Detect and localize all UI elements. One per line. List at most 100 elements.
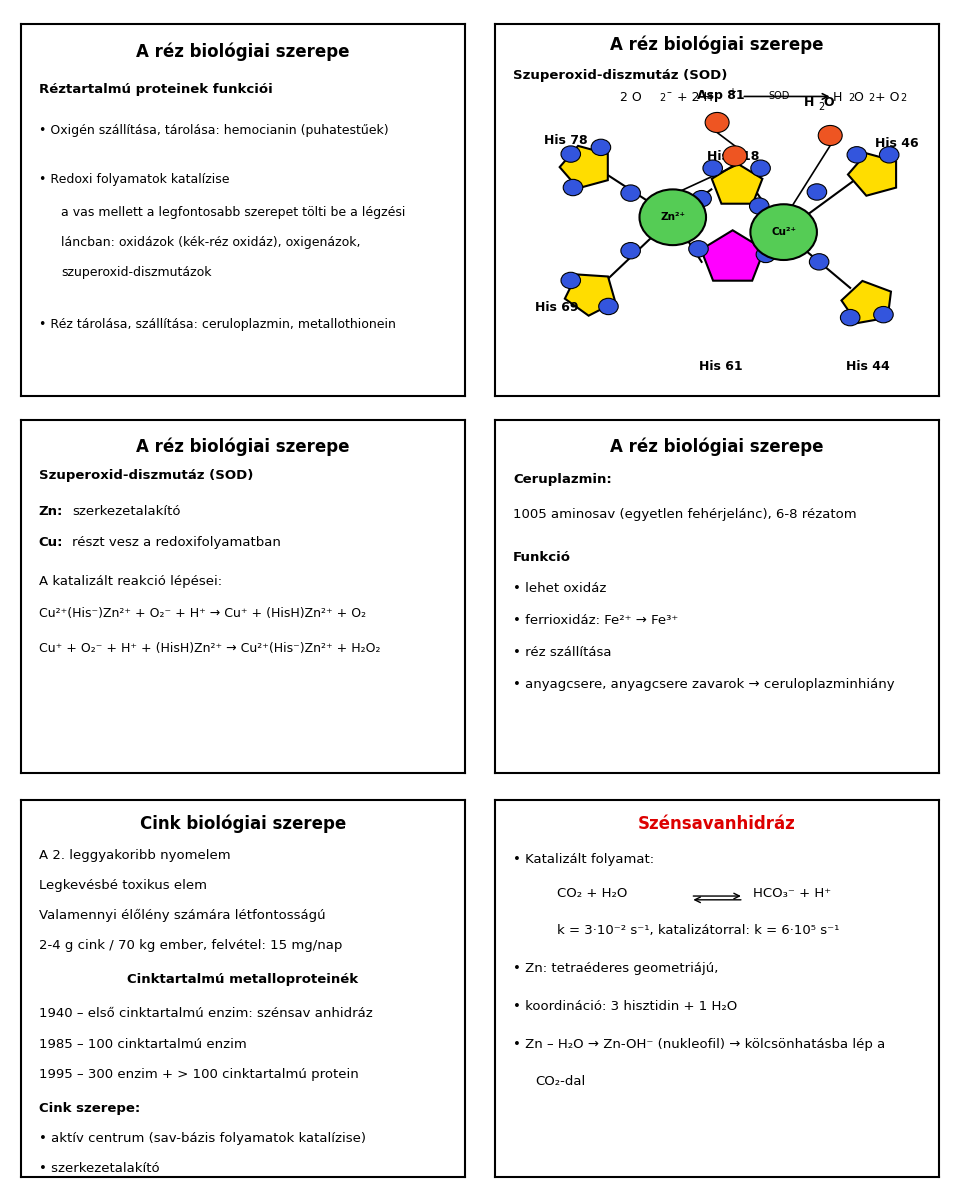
Text: CO₂-dal: CO₂-dal	[536, 1076, 586, 1089]
Text: 2-4 g cink / 70 kg ember, felvétel: 15 mg/nap: 2-4 g cink / 70 kg ember, felvétel: 15 m…	[38, 940, 342, 952]
Circle shape	[751, 204, 817, 260]
Text: • Katalizált folyamat:: • Katalizált folyamat:	[513, 852, 654, 866]
Circle shape	[874, 307, 893, 323]
Circle shape	[751, 159, 770, 176]
Circle shape	[756, 246, 776, 263]
Text: szuperoxid-diszmutázok: szuperoxid-diszmutázok	[61, 266, 211, 278]
Text: Szuperoxid-diszmutáz (SOD): Szuperoxid-diszmutáz (SOD)	[513, 68, 728, 82]
Text: Cu²⁺(His⁻)Zn²⁺ + O₂⁻ + H⁺ → Cu⁺ + (HisH)Zn²⁺ + O₂: Cu²⁺(His⁻)Zn²⁺ + O₂⁻ + H⁺ → Cu⁺ + (HisH)…	[38, 607, 366, 620]
Text: • koordináció: 3 hisztidin + 1 H₂O: • koordináció: 3 hisztidin + 1 H₂O	[513, 1000, 737, 1013]
Text: Cinktartalmú metalloproteinék: Cinktartalmú metalloproteinék	[128, 974, 358, 987]
Polygon shape	[560, 146, 608, 188]
Text: 2: 2	[660, 92, 665, 103]
Text: • Oxigén szállítása, tárolása: hemocianin (puhatestűek): • Oxigén szállítása, tárolása: hemociani…	[38, 125, 389, 138]
Text: O: O	[853, 91, 864, 104]
Circle shape	[750, 198, 769, 215]
Circle shape	[561, 272, 581, 289]
Text: 1995 – 300 enzim + > 100 cinktartalmú protein: 1995 – 300 enzim + > 100 cinktartalmú pr…	[38, 1068, 359, 1080]
Text: • lehet oxidáz: • lehet oxidáz	[513, 583, 607, 596]
Text: Legkevésbé toxikus elem: Legkevésbé toxikus elem	[38, 879, 206, 892]
Circle shape	[840, 309, 860, 326]
Text: 2: 2	[900, 92, 906, 103]
Text: A 2. leggyakoribb nyomelem: A 2. leggyakoribb nyomelem	[38, 849, 230, 862]
Text: A katalizált reakció lépései:: A katalizált reakció lépései:	[38, 576, 222, 589]
Text: • Redoxi folyamatok katalízise: • Redoxi folyamatok katalízise	[38, 173, 229, 186]
Text: –: –	[666, 88, 671, 97]
Text: His 78: His 78	[544, 133, 588, 146]
Circle shape	[723, 146, 747, 165]
Text: • Réz tárolása, szállítása: ceruloplazmin, metallothionein: • Réz tárolása, szállítása: ceruloplazmi…	[38, 318, 396, 331]
Text: A réz biológiai szerepe: A réz biológiai szerepe	[136, 438, 349, 456]
Polygon shape	[842, 281, 891, 323]
Text: Asp 81: Asp 81	[697, 89, 745, 102]
Text: H: H	[804, 96, 814, 109]
Text: Cu⁺ + O₂⁻ + H⁺ + (HisH)Zn²⁺ → Cu²⁺(His⁻)Zn²⁺ + H₂O₂: Cu⁺ + O₂⁻ + H⁺ + (HisH)Zn²⁺ → Cu²⁺(His⁻)…	[38, 643, 380, 656]
Text: Réztartalmú proteinek funkciói: Réztartalmú proteinek funkciói	[38, 84, 273, 96]
Circle shape	[818, 126, 842, 145]
Text: A réz biológiai szerepe: A réz biológiai szerepe	[611, 35, 824, 54]
Text: +: +	[729, 88, 736, 97]
Text: Cu:: Cu:	[38, 536, 63, 549]
Text: CO₂ + H₂O: CO₂ + H₂O	[558, 886, 628, 899]
Text: Szuperoxid-diszmutáz (SOD): Szuperoxid-diszmutáz (SOD)	[38, 469, 253, 482]
Circle shape	[621, 185, 640, 201]
Text: 2: 2	[818, 102, 825, 113]
Text: • ferrioxidáz: Fe²⁺ → Fe³⁺: • ferrioxidáz: Fe²⁺ → Fe³⁺	[513, 614, 679, 627]
Text: HCO₃⁻ + H⁺: HCO₃⁻ + H⁺	[753, 886, 830, 899]
Circle shape	[564, 180, 583, 195]
Text: • Zn – H₂O → Zn-OH⁻ (nukleofil) → kölcsönhatásba lép a: • Zn – H₂O → Zn-OH⁻ (nukleofil) → kölcsö…	[513, 1037, 885, 1050]
Polygon shape	[711, 163, 762, 204]
Circle shape	[706, 113, 729, 133]
Circle shape	[621, 242, 640, 259]
Text: láncban: oxidázok (kék-réz oxidáz), oxigenázok,: láncban: oxidázok (kék-réz oxidáz), oxig…	[61, 236, 361, 249]
Text: Funkció: Funkció	[513, 550, 571, 564]
Text: O: O	[824, 96, 834, 109]
Circle shape	[809, 254, 828, 270]
Circle shape	[561, 146, 581, 162]
Circle shape	[703, 159, 723, 176]
Text: • szerkezetalakító: • szerkezetalakító	[38, 1162, 159, 1175]
Circle shape	[639, 189, 706, 245]
Text: Szénsavanhidráz: Szénsavanhidráz	[638, 815, 796, 833]
Text: a vas mellett a legfontosabb szerepet tölti be a légzési: a vas mellett a legfontosabb szerepet tö…	[61, 206, 405, 219]
Polygon shape	[701, 230, 764, 281]
Polygon shape	[848, 153, 896, 195]
Text: H: H	[832, 91, 842, 104]
Text: + 2 H: + 2 H	[677, 91, 713, 104]
Text: His 118: His 118	[708, 150, 759, 163]
Text: 2: 2	[848, 92, 854, 103]
Circle shape	[599, 299, 618, 314]
Text: k = 3·10⁻² s⁻¹, katalizátorral: k = 6·10⁵ s⁻¹: k = 3·10⁻² s⁻¹, katalizátorral: k = 6·10…	[558, 924, 840, 938]
Text: 1005 aminosav (egyetlen fehérjelánc), 6-8 rézatom: 1005 aminosav (egyetlen fehérjelánc), 6-…	[513, 508, 856, 522]
Circle shape	[591, 139, 611, 156]
Text: His 69: His 69	[536, 301, 579, 314]
Text: Cink szerepe:: Cink szerepe:	[38, 1102, 140, 1115]
Text: 2: 2	[868, 92, 875, 103]
Text: Zn²⁺: Zn²⁺	[660, 212, 685, 222]
Text: His 44: His 44	[846, 361, 890, 373]
Text: Ceruplazmin:: Ceruplazmin:	[513, 472, 612, 486]
Text: 1985 – 100 cinktartalmú enzim: 1985 – 100 cinktartalmú enzim	[38, 1037, 247, 1050]
Text: His 61: His 61	[700, 361, 743, 373]
Text: szerkezetalakító: szerkezetalakító	[72, 505, 180, 518]
Text: • anyagcsere, anyagcsere zavarok → ceruloplazminhiány: • anyagcsere, anyagcsere zavarok → cerul…	[513, 677, 895, 691]
Text: • aktív centrum (sav-bázis folyamatok katalízise): • aktív centrum (sav-bázis folyamatok ka…	[38, 1132, 366, 1145]
Text: • Zn: tetraéderes geometriájú,: • Zn: tetraéderes geometriájú,	[513, 962, 718, 975]
Text: SOD: SOD	[768, 91, 789, 101]
Circle shape	[847, 146, 867, 163]
Circle shape	[688, 241, 708, 257]
Text: Valamennyi élőlény számára létfontosságú: Valamennyi élőlény számára létfontosságú	[38, 909, 325, 922]
Text: + O: + O	[875, 91, 900, 104]
Text: Zn:: Zn:	[38, 505, 63, 518]
Text: részt vesz a redoxifolyamatban: részt vesz a redoxifolyamatban	[72, 536, 281, 549]
Text: 2 O: 2 O	[619, 91, 641, 104]
Text: A réz biológiai szerepe: A réz biológiai szerepe	[136, 42, 349, 61]
Circle shape	[879, 146, 899, 163]
Text: Cink biológiai szerepe: Cink biológiai szerepe	[140, 815, 346, 833]
Polygon shape	[564, 275, 615, 315]
Text: • réz szállítása: • réz szállítása	[513, 646, 612, 659]
Text: A réz biológiai szerepe: A réz biológiai szerepe	[611, 438, 824, 456]
Circle shape	[807, 183, 827, 200]
Text: 1940 – első cinktartalmú enzim: szénsav anhidráz: 1940 – első cinktartalmú enzim: szénsav …	[38, 1007, 372, 1020]
Text: His 46: His 46	[875, 138, 918, 150]
